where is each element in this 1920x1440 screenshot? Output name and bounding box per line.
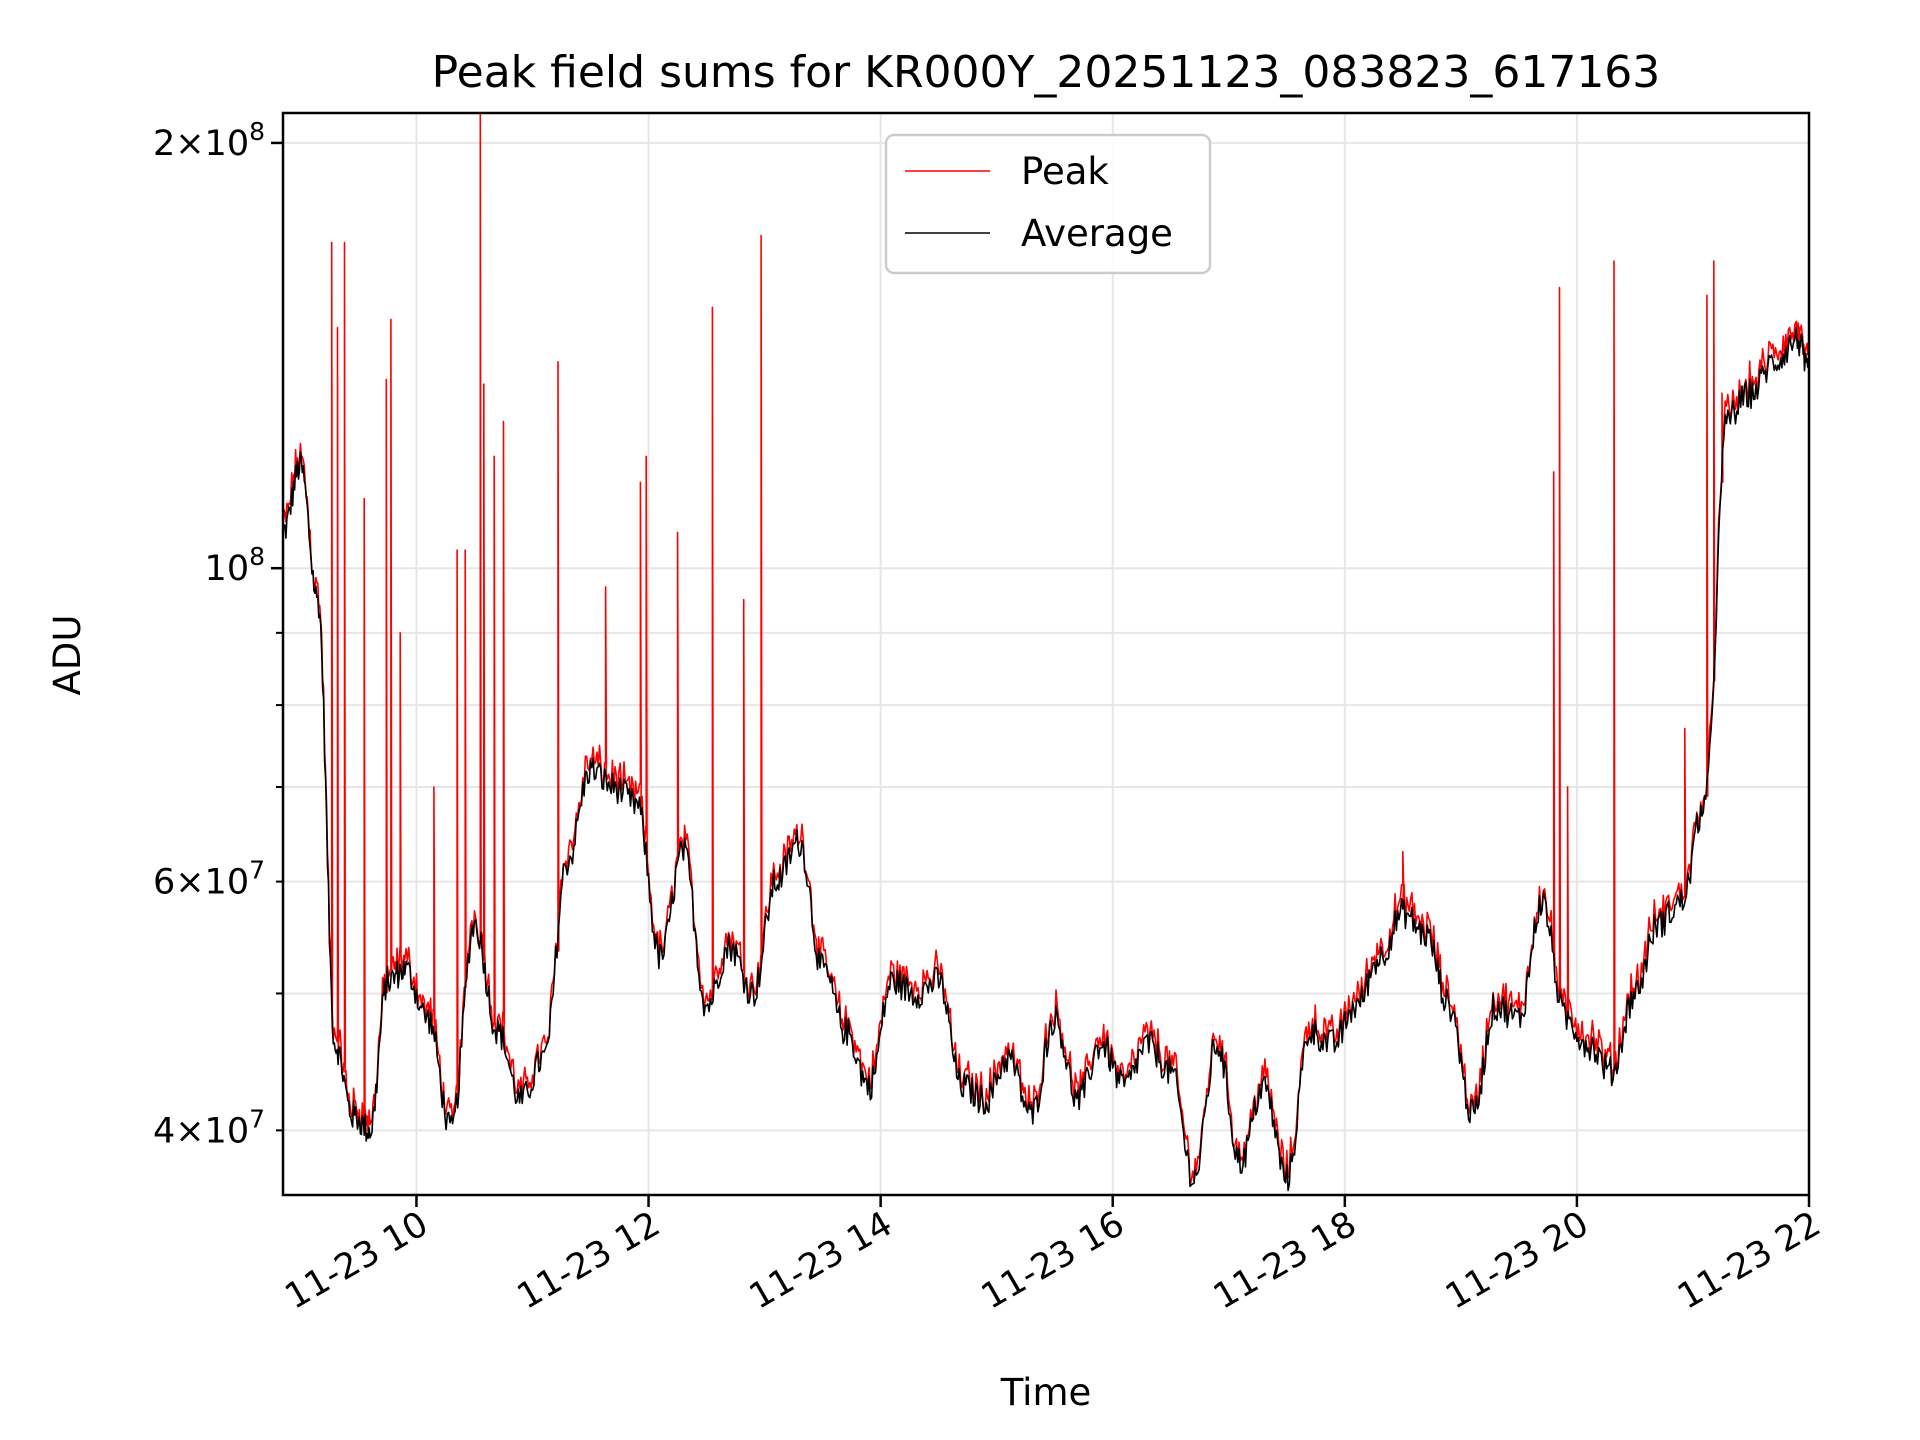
y-tick-exponent: 7: [249, 1104, 265, 1133]
y-tick-base: 10: [205, 124, 250, 164]
y-tick-label: 4×107: [153, 1104, 265, 1151]
y-tick-mantissa: 2: [153, 124, 175, 164]
legend-box: [884, 133, 1212, 275]
series-group: [282, 112, 1810, 1192]
series-peak-line: [282, 112, 1810, 1187]
y-tick-base: 10: [205, 1111, 250, 1151]
legend-average-label: Average: [1021, 212, 1173, 255]
y-tick-exponent: 7: [249, 856, 265, 885]
y-tick-times: ×: [175, 1111, 204, 1151]
legend: Peak Average: [884, 133, 1212, 275]
y-tick-label: 2×108: [153, 117, 265, 164]
y-tick-times: ×: [175, 124, 204, 164]
legend-peak-label: Peak: [1021, 150, 1109, 193]
y-tick-mantissa: 4: [153, 1111, 175, 1151]
y-tick-times: ×: [175, 863, 204, 903]
plot-frame: [281, 111, 1811, 1197]
y-tick-label: 6×107: [153, 856, 265, 903]
y-axis-label: ADU: [46, 615, 89, 696]
y-tick-base: 10: [205, 863, 250, 903]
y-tick-base: 10: [205, 549, 250, 589]
y-tick-exponent: 8: [249, 542, 265, 571]
series-average-line: [282, 326, 1810, 1192]
y-tick-exponent: 8: [249, 117, 265, 146]
chart-title: Peak field sums for KR000Y_20251123_0838…: [432, 47, 1661, 98]
y-tick-mantissa: 6: [153, 863, 175, 903]
y-tick-label: 108: [205, 542, 265, 589]
x-axis-label: Time: [1000, 1371, 1092, 1414]
